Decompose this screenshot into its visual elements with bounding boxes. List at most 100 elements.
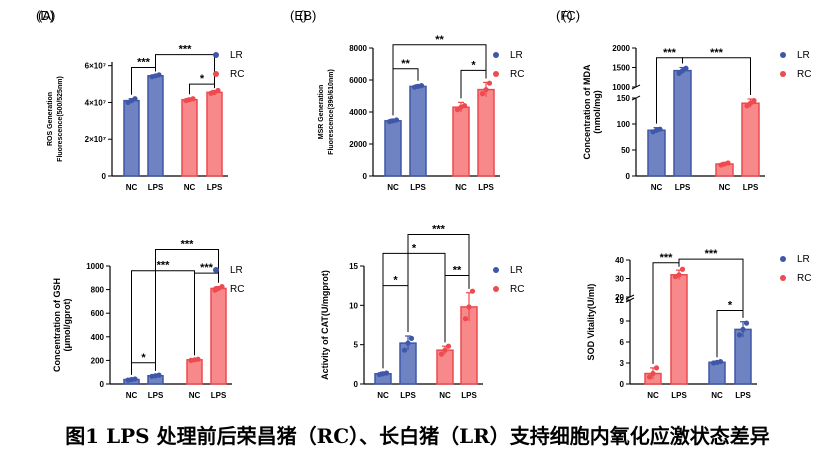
legend-label-LR: LR	[510, 50, 523, 61]
data-point	[132, 376, 138, 382]
data-point	[408, 335, 415, 341]
data-point	[462, 316, 469, 322]
data-point	[401, 347, 408, 353]
panel-label: (E)	[290, 8, 307, 23]
legend-marker-LR	[493, 267, 499, 273]
x-tick-label: LPS	[675, 183, 691, 192]
data-point	[156, 72, 162, 78]
data-point	[383, 370, 390, 376]
panel-label: (A)	[38, 8, 55, 23]
significance-label: *	[471, 59, 476, 71]
data-point	[442, 347, 448, 353]
legend-label-RC: RC	[510, 69, 524, 80]
y-axis-label: (nmol/mg)	[592, 90, 602, 134]
significance-label: ***	[200, 262, 214, 274]
bar-RC-NC	[452, 106, 470, 177]
significance-bracket	[131, 270, 195, 375]
data-point	[483, 87, 489, 93]
significance-bracket	[155, 248, 219, 371]
y-tick-label: 3	[620, 359, 625, 368]
significance-bracket	[382, 252, 446, 369]
x-tick-label: LPS	[478, 183, 494, 192]
data-point	[650, 370, 656, 377]
bar-RC-LPS	[210, 287, 227, 385]
y-tick-label: 4×10⁷	[85, 98, 106, 107]
y-tick-label: 5	[354, 341, 359, 350]
data-point	[466, 304, 472, 310]
data-point	[743, 320, 750, 326]
significance-label: ***	[432, 224, 446, 236]
significance-label: ***	[710, 47, 724, 59]
y-tick-label: 1000	[612, 83, 630, 92]
legend-marker-LR	[213, 52, 219, 58]
x-tick-label: NC	[189, 391, 201, 400]
y-tick-label: 9	[620, 317, 625, 326]
data-point	[438, 351, 445, 357]
bar-LR-LPS	[734, 328, 752, 385]
y-tick-label: 2×10⁷	[85, 135, 106, 144]
significance-label: **	[453, 264, 462, 276]
significance-label: **	[401, 58, 410, 70]
legend-label-LR: LR	[230, 265, 243, 276]
data-point	[717, 359, 724, 365]
y-axis-label: Activity of CAT(U/mgprot)	[320, 270, 330, 380]
bar-LR-NC	[123, 99, 140, 177]
data-point	[190, 96, 196, 102]
legend-label-LR: LR	[797, 254, 810, 265]
data-point	[156, 372, 162, 378]
bar-LR-NC	[647, 129, 666, 177]
significance-bracket	[682, 57, 751, 96]
data-point	[405, 340, 411, 346]
y-axis-label: Concentration of GSH	[52, 278, 62, 372]
panel-label: (C)	[562, 8, 580, 23]
data-point	[683, 65, 689, 71]
significance-label: ***	[181, 238, 195, 250]
x-tick-label: NC	[711, 391, 723, 400]
y-tick-label: 0	[354, 380, 359, 389]
data-point	[657, 126, 663, 132]
significance-bracket	[407, 234, 470, 333]
x-tick-label: LPS	[148, 391, 164, 400]
y-axis-label: Concentration of MDA	[582, 64, 592, 159]
data-point	[646, 374, 653, 380]
bar-RC-NC	[186, 359, 203, 385]
y-tick-label: 20	[615, 293, 624, 302]
legend-label-LR: LR	[230, 50, 243, 61]
legend-label-RC: RC	[230, 69, 244, 80]
y-tick-label: 15	[349, 262, 358, 271]
x-tick-label: NC	[439, 391, 451, 400]
y-tick-label: 1000	[86, 262, 104, 271]
significance-label: **	[435, 34, 444, 46]
bar-RC-NC	[181, 98, 198, 177]
data-point	[215, 87, 221, 94]
data-point	[219, 284, 225, 290]
y-tick-label: 12	[615, 296, 624, 305]
y-tick-label: 150	[617, 94, 631, 103]
legend-label-RC: RC	[797, 69, 811, 80]
significance-label: *	[412, 242, 417, 254]
data-point	[736, 332, 743, 338]
legend-marker-LR	[780, 52, 786, 58]
y-tick-label: 50	[621, 146, 630, 155]
x-tick-label: LPS	[211, 391, 227, 400]
significance-label: *	[728, 300, 733, 312]
data-point	[461, 103, 468, 109]
bar-LR-LPS	[673, 69, 692, 177]
legend-marker-RC	[780, 275, 786, 281]
x-tick-label: NC	[126, 391, 138, 400]
x-tick-label: LPS	[743, 183, 759, 192]
data-point	[195, 356, 201, 362]
y-axis-label: Fluorescence(396/610nm)	[328, 69, 335, 155]
legend-marker-RC	[213, 286, 219, 292]
bar-LR-LPS	[147, 75, 164, 177]
y-tick-label: 40	[615, 256, 624, 265]
x-tick-label: NC	[126, 183, 138, 192]
data-point	[679, 266, 686, 272]
y-tick-label: 8000	[349, 44, 367, 53]
x-tick-label: LPS	[410, 183, 426, 192]
y-tick-label: 1500	[612, 64, 630, 73]
legend-label-LR: LR	[510, 265, 523, 276]
y-tick-label: 2000	[349, 140, 367, 149]
y-axis-label: SOD Vitality(U/ml)	[586, 284, 596, 361]
